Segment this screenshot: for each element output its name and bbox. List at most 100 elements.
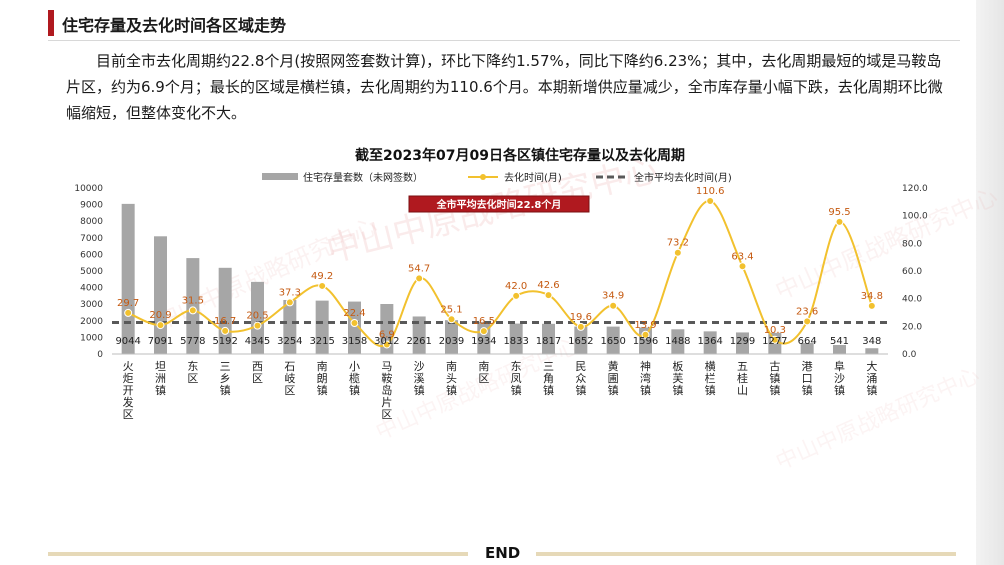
- bar-data-label: 9044: [115, 336, 140, 347]
- line-point: [544, 291, 553, 300]
- chart-title: 截至2023年07月09日各区镇住宅存量以及去化周期: [355, 147, 685, 164]
- line-point: [770, 335, 779, 344]
- line-data-label: 6.9: [379, 329, 395, 340]
- line-point: [609, 301, 618, 310]
- line-data-label: 25.1: [440, 304, 462, 315]
- x-tick-label: 马鞍岛片区: [381, 360, 392, 421]
- y-left-tick-label: 2000: [80, 317, 103, 327]
- line-point: [738, 262, 747, 271]
- bar-data-label: 1277: [762, 336, 787, 347]
- end-divider-right: [536, 552, 956, 556]
- y-right-tick-label: 20.0: [902, 322, 922, 332]
- line-data-label: 54.7: [408, 263, 430, 274]
- bar: [509, 323, 523, 354]
- bar-data-label: 3012: [374, 336, 399, 347]
- y-left-tick-label: 10000: [74, 184, 103, 194]
- x-tick-label: 民众镇: [575, 360, 586, 397]
- line-data-label: 34.9: [602, 291, 624, 302]
- x-tick-label: 阜沙镇: [834, 360, 845, 397]
- y-left-tick-label: 8000: [80, 217, 103, 227]
- end-divider-left: [48, 552, 468, 556]
- line-data-label: 49.2: [311, 271, 333, 282]
- bar-data-label: 2261: [406, 336, 431, 347]
- bar-data-label: 1934: [471, 336, 496, 347]
- summary-paragraph: 目前全市去化周期约22.8个月(按照网签套数计算)，环比下降约1.57%，同比下…: [66, 52, 943, 122]
- x-tick-label: 横栏镇: [705, 359, 716, 397]
- title-accent-bar: [48, 10, 54, 36]
- line-data-label: 37.3: [279, 287, 301, 298]
- legend-bar-swatch: [262, 173, 298, 180]
- section-title: 住宅存量及去化时间各区域走势: [62, 16, 287, 35]
- average-annotation-box: [408, 195, 590, 213]
- y-right-tick-label: 0.0: [902, 350, 917, 360]
- x-tick-label: 南区: [478, 360, 489, 385]
- line-point: [382, 340, 391, 349]
- line-data-label: 10.3: [764, 325, 786, 336]
- bar: [542, 323, 555, 354]
- line-data-label: 29.7: [117, 298, 139, 309]
- line-point: [835, 217, 844, 226]
- bar: [671, 329, 685, 354]
- bar: [348, 301, 361, 354]
- bar: [736, 332, 749, 354]
- x-tick-label: 板芙镇: [672, 359, 683, 397]
- x-tick-label: 坦洲镇: [155, 359, 166, 397]
- bar-data-label: 7091: [148, 336, 173, 347]
- bar-data-label: 1650: [600, 336, 625, 347]
- bar-data-label: 3254: [277, 336, 302, 347]
- bar: [606, 326, 620, 354]
- bar: [412, 316, 426, 354]
- bar: [283, 299, 297, 354]
- line-point: [285, 298, 294, 307]
- bar-data-label: 1488: [665, 336, 690, 347]
- line-data-label: 95.5: [828, 207, 850, 218]
- bar-data-label: 5778: [180, 336, 205, 347]
- line-data-label: 31.5: [182, 295, 204, 306]
- line-point: [318, 281, 327, 290]
- line-point: [479, 327, 488, 336]
- bar: [251, 281, 264, 354]
- x-tick-label: 三角镇: [543, 360, 554, 397]
- x-tick-label: 五桂山: [737, 360, 748, 397]
- x-tick-label: 东区: [187, 360, 198, 385]
- x-tick-label: 古镇镇: [769, 360, 780, 397]
- end-label: END: [485, 544, 521, 562]
- line-point: [641, 330, 650, 339]
- watermark-text: 中山中原战略研究中心: [771, 182, 1002, 305]
- y-left-tick-label: 5000: [80, 267, 103, 277]
- legend-line-marker: [480, 174, 486, 180]
- line-data-label: 34.8: [861, 291, 883, 302]
- title-divider: [48, 40, 960, 41]
- line-data-label: 42.0: [505, 281, 527, 292]
- y-left-tick-label: 7000: [80, 234, 103, 244]
- y-right-tick-label: 120.0: [902, 184, 928, 194]
- y-left-tick-label: 9000: [80, 201, 103, 211]
- bar-data-label: 1652: [568, 336, 593, 347]
- y-left-tick-label: 1000: [80, 333, 103, 343]
- bar-data-label: 3215: [309, 336, 334, 347]
- y-right-tick-label: 40.0: [902, 295, 922, 305]
- y-right-tick-label: 60.0: [902, 267, 922, 277]
- x-tick-label: 南头镇: [446, 360, 457, 397]
- bar-data-label: 541: [830, 336, 849, 347]
- y-left-tick-label: 6000: [80, 250, 103, 260]
- line-data-label: 19.6: [570, 312, 592, 323]
- bar: [121, 203, 135, 354]
- line-data-label: 16.7: [214, 316, 236, 327]
- x-tick-label: 东凤镇: [511, 360, 522, 397]
- bar: [315, 300, 329, 354]
- bar: [186, 258, 200, 354]
- bar-data-label: 3158: [342, 336, 367, 347]
- y-left-tick-label: 0: [97, 350, 103, 360]
- line-point: [867, 301, 876, 310]
- bar-data-label: 1364: [697, 336, 722, 347]
- bar-data-label: 1817: [536, 336, 561, 347]
- x-tick-label: 大涌镇: [866, 359, 877, 397]
- bar-data-label: 2039: [439, 336, 464, 347]
- x-tick-label: 火炬开发区: [123, 360, 134, 421]
- y-right-tick-label: 100.0: [902, 212, 928, 222]
- bar: [445, 320, 458, 354]
- y-left-tick-label: 4000: [80, 284, 103, 294]
- bar-data-label: 664: [798, 336, 817, 347]
- line-point: [447, 315, 456, 324]
